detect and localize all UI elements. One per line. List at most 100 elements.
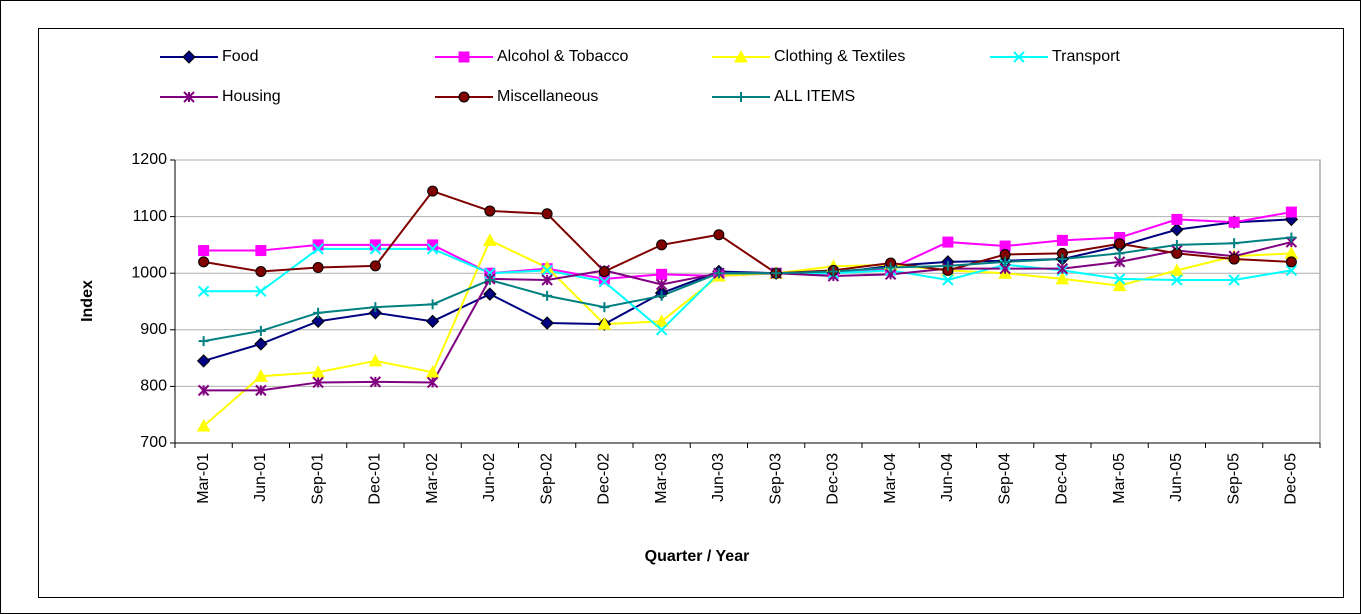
marker-stroke [1013,51,1025,63]
marker-shape [734,49,748,63]
legend-label: Alcohol & Tobacco [497,48,628,65]
y-axis-label: Index [79,280,96,322]
marker [942,274,954,286]
marker [311,365,325,378]
marker-shape [1228,216,1240,228]
marker-shape [312,262,324,274]
marker [197,285,210,298]
legend-label: Housing [222,88,281,105]
x-tick-label: Mar-05 [1111,453,1128,504]
marker [942,236,954,248]
marker [458,91,470,103]
marker-stroke [541,264,553,277]
marker [771,268,782,279]
marker [1000,256,1011,267]
marker [313,307,324,318]
marker [1113,273,1126,285]
marker [656,268,668,280]
marker-shape [1170,222,1184,237]
series-line [203,189,1292,275]
marker-shape [1285,206,1297,218]
marker-shape [483,233,497,246]
marker [655,324,668,336]
marker-shape [369,260,381,272]
marker [1057,254,1068,265]
marker-stroke [1113,273,1126,285]
marker [736,92,746,102]
marker [598,266,610,278]
marker [713,229,725,241]
marker [654,314,669,327]
marker [656,290,667,301]
marker [255,325,266,336]
marker-stroke [655,324,668,336]
marker-stroke [1285,264,1298,277]
y-tick-label: 900 [140,321,167,338]
marker-stroke [255,285,267,298]
x-tick-label: Sep-05 [1225,453,1242,505]
marker [1113,256,1126,268]
marker [942,260,953,271]
marker-shape [598,266,610,278]
marker-stroke [598,275,611,288]
marker [828,266,839,277]
y-tick-label: 1200 [131,151,167,168]
marker-shape [458,91,470,103]
marker [1229,238,1240,249]
marker [198,256,210,268]
marker-stroke [1228,274,1240,286]
marker-shape [458,51,470,63]
marker [1055,271,1070,285]
marker [483,233,497,246]
marker [484,274,495,285]
marker [425,365,440,378]
marker-shape [198,245,210,257]
marker-shape [483,287,497,301]
marker-shape [1171,213,1183,225]
marker [427,185,439,197]
marker [1228,216,1240,228]
marker [369,243,382,255]
marker [655,278,668,291]
marker [1170,222,1184,237]
marker-shape [182,50,196,64]
y-tick-label: 1100 [133,208,168,225]
marker-shape [198,256,210,268]
marker-shape [942,236,954,248]
marker [368,353,383,367]
plot-area [174,159,1321,444]
marker [255,285,267,298]
marker-shape [427,185,439,197]
marker-shape [540,316,554,330]
marker [255,245,267,257]
marker [1056,262,1069,275]
marker-shape [255,245,267,257]
marker-shape [1170,263,1184,276]
marker [458,51,470,63]
marker [182,50,196,64]
marker-stroke [426,243,439,255]
marker-stroke [197,285,210,298]
marker [312,262,324,274]
x-tick-label: Jun-01 [252,453,269,502]
series-line [202,239,1292,427]
marker [369,376,382,388]
marker-shape [255,266,267,278]
marker-shape [1112,278,1127,292]
marker [369,260,381,272]
marker [425,314,440,329]
series-line [203,236,1292,343]
x-tick-label: Mar-03 [653,453,670,504]
marker-shape [1228,253,1240,265]
marker [255,266,267,278]
marker [254,369,268,382]
marker-stroke [1171,274,1183,286]
marker [1056,234,1068,246]
x-tick-label: Sep-02 [538,453,555,505]
marker [541,264,553,277]
marker [1170,263,1184,276]
marker [1228,253,1240,265]
marker [312,376,324,389]
marker-shape [1114,238,1126,250]
